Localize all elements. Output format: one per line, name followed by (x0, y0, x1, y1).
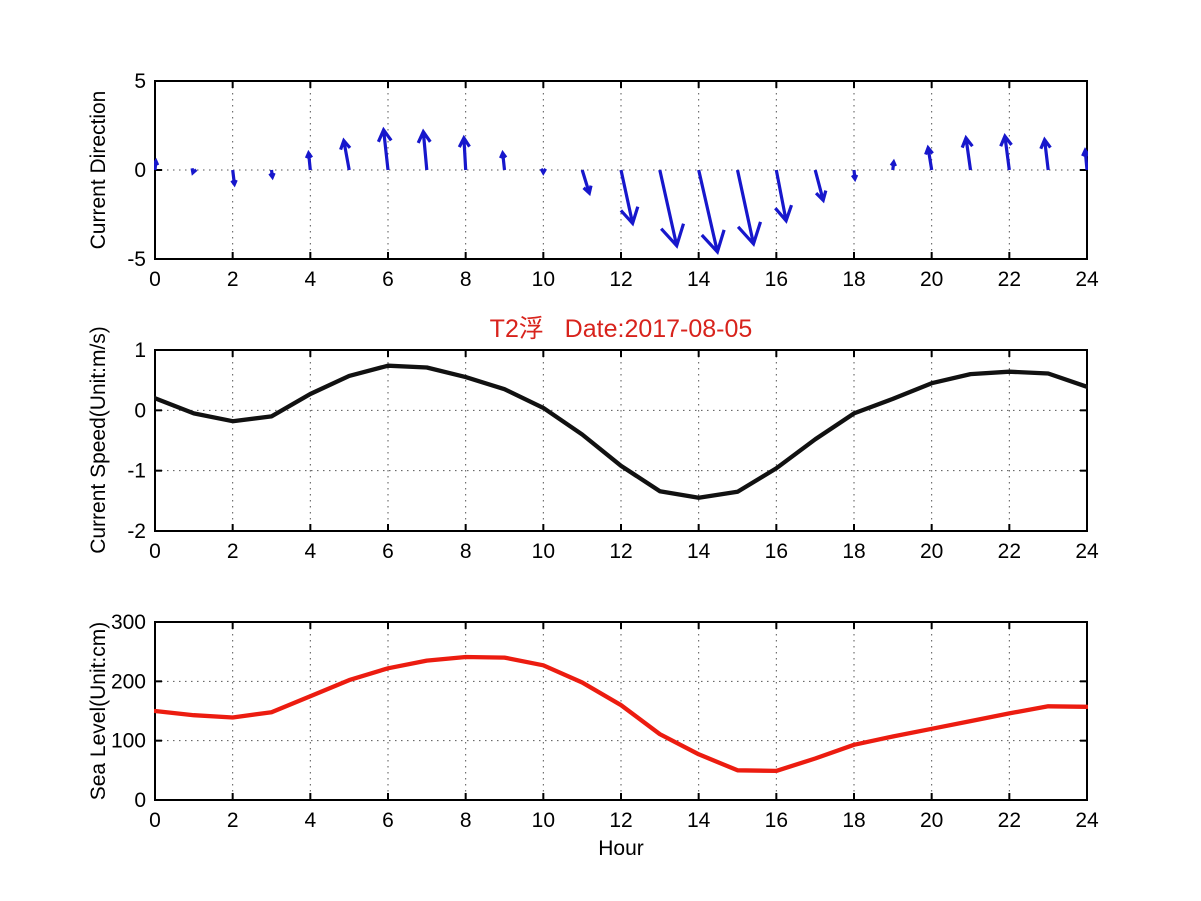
current-direction-arrow (735, 169, 763, 248)
y-tick-label: 100 (111, 730, 146, 753)
x-tick-label: 0 (149, 809, 161, 832)
x-tick-label: 14 (687, 268, 711, 291)
current-direction-arrow (268, 169, 276, 181)
sea-level-line (154, 654, 1088, 774)
x-tick-label: 22 (998, 809, 1021, 832)
current-direction-arrow (339, 137, 352, 171)
x-tick-label: 22 (998, 268, 1021, 291)
x-tick-label: 14 (687, 540, 711, 563)
x-tick-label: 16 (765, 268, 788, 291)
current-direction-arrow (154, 157, 160, 171)
current-direction-arrow (1081, 147, 1088, 171)
x-tick-label: 14 (687, 809, 711, 832)
x-tick-label: 4 (304, 540, 316, 563)
x-tick-label: 4 (304, 268, 316, 291)
x-tick-label: 18 (842, 540, 865, 563)
x-tick-label: 8 (460, 809, 472, 832)
current-direction-arrow (416, 128, 432, 171)
y-tick-label: -2 (127, 520, 146, 543)
current-direction-arrow (539, 167, 547, 176)
x-tick-label: 8 (460, 268, 472, 291)
x-tick-label: 12 (609, 268, 632, 291)
y-tick-label: 0 (134, 399, 146, 422)
x-tick-label: 10 (532, 268, 555, 291)
current-direction-arrow (457, 134, 471, 171)
current-direction-arrow (813, 169, 828, 204)
current-direction-arrow (697, 169, 726, 256)
x-tick-label: 6 (382, 540, 394, 563)
x-tick-label: 6 (382, 809, 394, 832)
x-tick-label: 0 (149, 268, 161, 291)
x-tick-label: 2 (227, 809, 239, 832)
subplot-current-speed: 0 2 4 6 8 10 12 14 16 18 20 22 24-2-101 (127, 339, 1099, 563)
x-tick-label: 2 (227, 540, 239, 563)
current-direction-arrow (230, 169, 238, 188)
current-direction-arrow (960, 134, 974, 171)
current-direction-arrow (376, 126, 393, 171)
current-direction-arrow (619, 169, 640, 227)
x-tick-label: 22 (998, 540, 1021, 563)
y-tick-label: 0 (134, 789, 146, 812)
current-direction-arrow (889, 158, 897, 171)
x-tick-label: 6 (382, 268, 394, 291)
current-direction-arrow (580, 169, 593, 197)
current-direction-arrow (499, 149, 508, 171)
x-tick-label: 10 (532, 809, 555, 832)
x-tick-label: 16 (765, 540, 788, 563)
y-axis-label-current-speed: Current Speed(Unit:m/s) (87, 326, 110, 554)
y-axis-label-sea-level: Sea Level(Unit:cm) (87, 621, 110, 801)
current-direction-arrow (774, 169, 794, 224)
current-direction-arrow (1039, 136, 1052, 171)
x-tick-label: 4 (304, 809, 316, 832)
figure-title: T2浮 Date:2017-08-05 (489, 315, 753, 343)
x-tick-label: 2 (227, 268, 239, 291)
current-direction-arrow (304, 149, 314, 171)
x-axis-label-hour: Hour (598, 837, 644, 860)
x-tick-label: 18 (842, 809, 865, 832)
x-tick-label: 18 (842, 268, 865, 291)
y-tick-label: -5 (127, 248, 146, 271)
current-direction-arrow (999, 133, 1013, 171)
x-tick-label: 24 (1075, 268, 1099, 291)
current-direction-arrow (850, 169, 859, 183)
current-direction-arrow (190, 168, 198, 176)
current-direction-arrow (658, 169, 686, 249)
y-tick-label: 5 (134, 70, 146, 93)
y-tick-label: 1 (134, 339, 146, 362)
x-tick-label: 16 (765, 809, 788, 832)
x-tick-label: 20 (920, 809, 943, 832)
x-tick-label: 24 (1075, 809, 1099, 832)
x-tick-label: 12 (609, 809, 632, 832)
x-tick-label: 0 (149, 540, 161, 563)
x-tick-label: 20 (920, 268, 943, 291)
y-tick-label: -1 (127, 460, 146, 483)
y-tick-label: 300 (111, 611, 146, 634)
x-tick-label: 24 (1075, 540, 1099, 563)
current-speed-line (154, 363, 1088, 500)
y-tick-label: 0 (134, 159, 146, 182)
y-axis-label-current-direction: Current Direction (87, 90, 110, 250)
subplot-current-direction: 0 2 4 6 8 10 12 14 16 18 20 22 24-505 (127, 70, 1099, 291)
y-tick-label: 200 (111, 670, 146, 693)
x-tick-label: 20 (920, 540, 943, 563)
x-tick-label: 8 (460, 540, 472, 563)
x-tick-label: 12 (609, 540, 632, 563)
current-direction-arrow (924, 144, 934, 171)
x-tick-label: 10 (532, 540, 555, 563)
